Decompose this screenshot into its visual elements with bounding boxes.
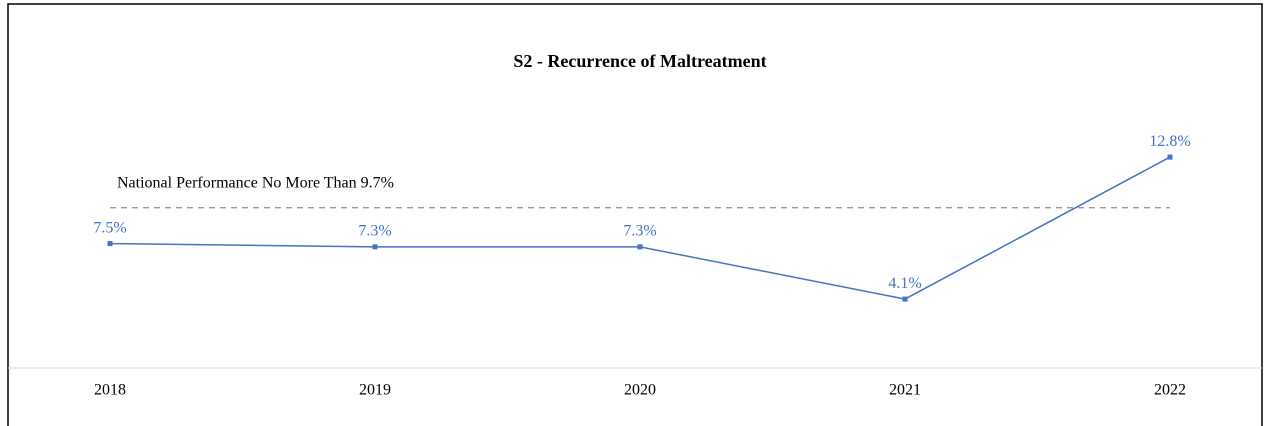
data-point — [107, 241, 113, 247]
x-tick-label: 2020 — [624, 382, 656, 399]
data-label: 7.3% — [623, 223, 656, 240]
x-tick-label: 2021 — [889, 382, 921, 399]
data-label: 7.3% — [358, 223, 391, 240]
data-label: 4.1% — [888, 275, 921, 292]
data-point — [372, 244, 378, 250]
data-label: 7.5% — [93, 219, 126, 236]
reference-label: National Performance No More Than 9.7% — [117, 174, 394, 191]
chart-frame — [7, 3, 1263, 426]
data-point — [902, 296, 908, 302]
x-tick-label: 2018 — [94, 382, 126, 399]
x-tick-label: 2019 — [359, 382, 391, 399]
data-point — [1167, 154, 1173, 160]
data-point — [637, 244, 643, 250]
chart-title: S2 - Recurrence of Maltreatment — [513, 51, 766, 71]
data-label: 12.8% — [1149, 133, 1190, 150]
x-tick-label: 2022 — [1154, 382, 1186, 399]
